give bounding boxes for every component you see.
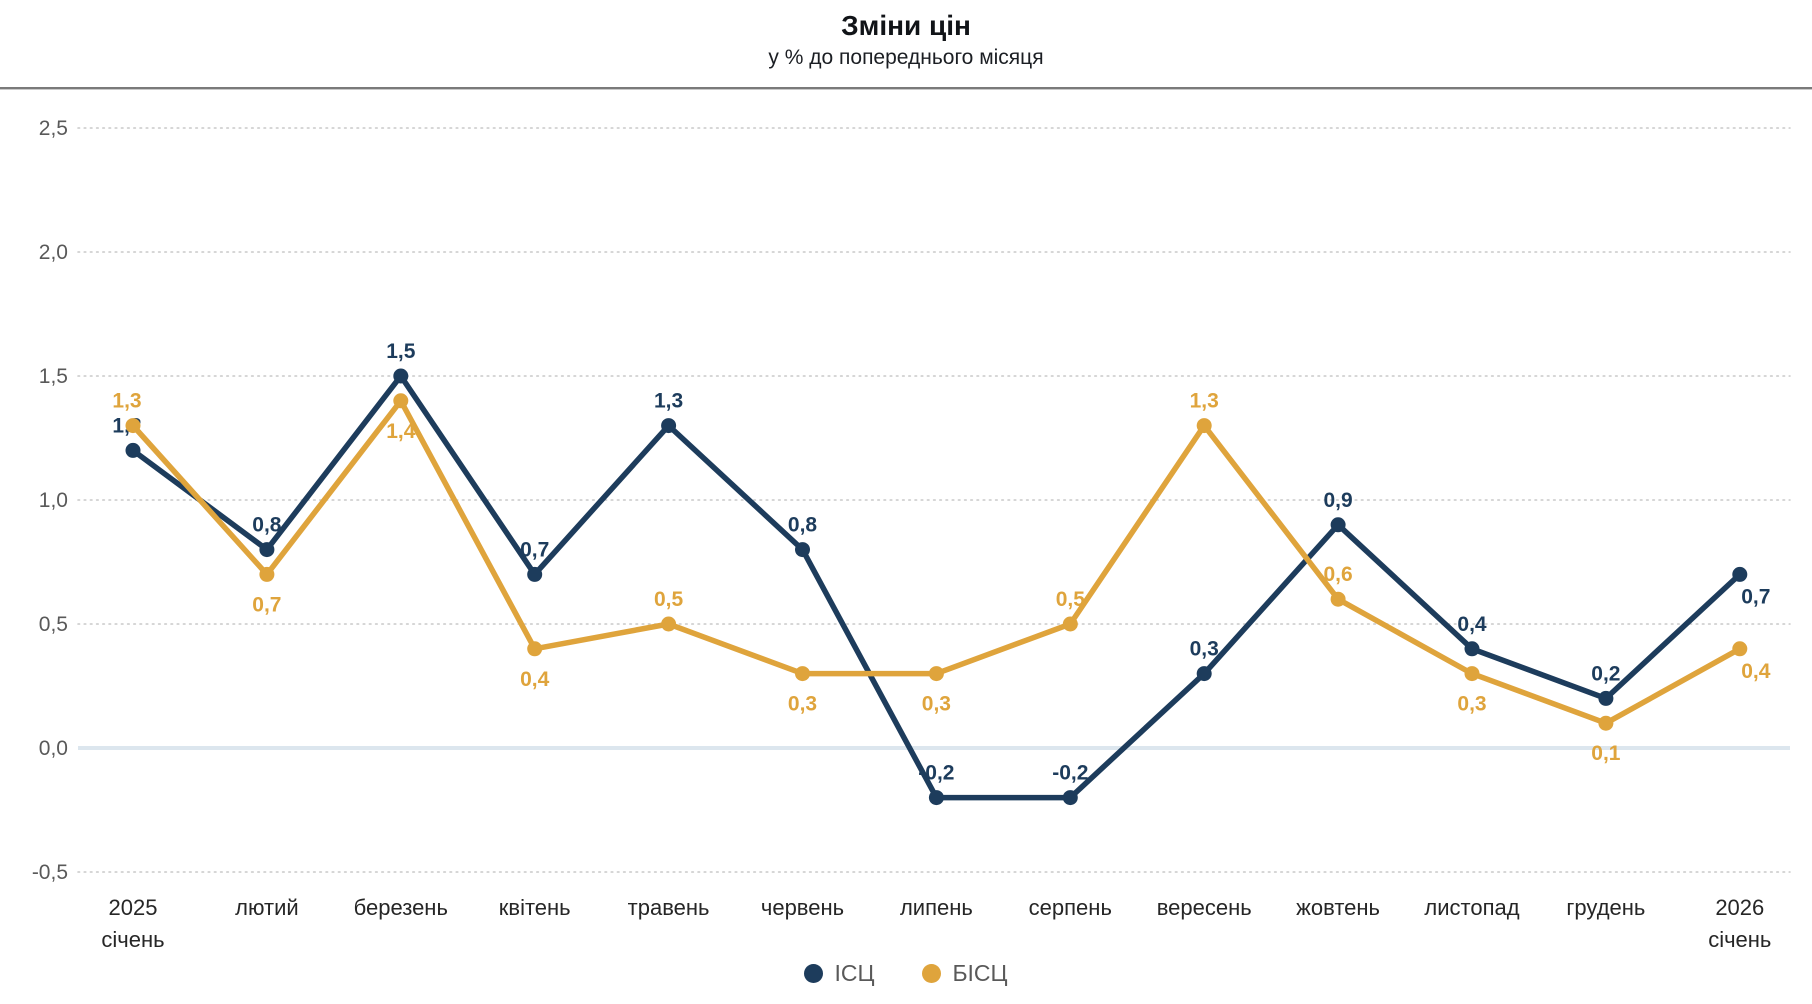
data-point-label-БІСЦ: 0,3 [1457, 693, 1486, 716]
legend-label: БІСЦ [952, 960, 1008, 986]
data-point-label-БІСЦ: 0,1 [1591, 742, 1621, 765]
x-axis-tick-label: грудень [1566, 895, 1645, 920]
x-axis-tick-label: 2025 [109, 895, 158, 920]
data-point-ІСЦ [928, 790, 944, 806]
x-axis-tick-label: березень [354, 895, 448, 920]
data-point-БІСЦ [1598, 715, 1614, 731]
data-point-БІСЦ [259, 566, 275, 582]
x-axis-tick-label: жовтень [1296, 895, 1380, 920]
data-point-label-ІСЦ: 0,7 [520, 538, 549, 561]
data-point-БІСЦ [393, 393, 409, 409]
data-point-label-ІСЦ: 0,8 [252, 514, 282, 537]
chart-title: Зміни цін [841, 10, 971, 41]
data-point-БІСЦ [125, 418, 141, 434]
price-change-line-chart: 2,5 2,0 1,5 1,0 0,5 0,0 -0,5 2025 січень лютий бер… [32, 117, 1791, 952]
x-axis-tick-label: серпень [1029, 895, 1112, 920]
data-point-label-БІСЦ: 0,5 [1056, 588, 1086, 611]
data-point-БІСЦ [1330, 591, 1346, 607]
x-axis-tick-label: листопад [1424, 895, 1519, 920]
data-point-label-ІСЦ: 0,4 [1457, 613, 1487, 636]
y-axis-tick-label: 2,5 [39, 117, 68, 140]
data-point-ІСЦ [1732, 566, 1748, 582]
data-point-label-ІСЦ: 0,2 [1591, 662, 1620, 685]
y-axis-tick-label: 1,5 [39, 365, 68, 388]
x-axis-tick-label: вересень [1157, 895, 1252, 920]
x-axis-tick-label: 2026 [1715, 895, 1764, 920]
y-axis-tick-label: 0,0 [39, 737, 68, 760]
data-point-ІСЦ [527, 566, 543, 582]
data-point-БІСЦ [1464, 666, 1480, 682]
data-point-БІСЦ [527, 641, 543, 657]
data-point-БІСЦ [795, 666, 810, 682]
data-point-label-ІСЦ: 1,5 [386, 340, 416, 363]
data-point-label-БІСЦ: 0,6 [1323, 563, 1352, 586]
data-point-label-БІСЦ: 0,4 [1741, 660, 1771, 683]
data-point-БІСЦ [1062, 616, 1078, 632]
legend-item-БІСЦ: БІСЦ [922, 960, 1008, 987]
data-point-label-БІСЦ: 0,4 [520, 668, 550, 691]
chart-subtitle: у % до попереднього місяця [768, 46, 1044, 69]
x-axis-tick-label: липень [900, 895, 973, 920]
y-axis-tick-label: 2,0 [39, 241, 68, 264]
x-axis-tick-label: січень [1708, 927, 1771, 952]
data-point-label-ІСЦ: 0,9 [1323, 489, 1352, 512]
legend-label: ІСЦ [834, 960, 875, 986]
x-axis-tick-label: січень [101, 927, 164, 952]
data-point-ІСЦ [1598, 690, 1614, 706]
data-point-ІСЦ [1196, 666, 1212, 682]
chart-header: Зміни цін у % до попереднього місяця [0, 0, 1812, 89]
data-point-БІСЦ [661, 616, 677, 632]
chart-legend: ІСЦ БІСЦ [0, 960, 1812, 987]
legend-dot-icon [804, 964, 824, 983]
data-point-label-БІСЦ: 0,7 [252, 593, 281, 616]
data-point-label-ІСЦ: 0,7 [1741, 585, 1770, 608]
data-point-ІСЦ [1062, 790, 1078, 806]
data-point-ІСЦ [259, 542, 275, 558]
data-point-label-ІСЦ: -0,2 [1052, 762, 1088, 785]
y-axis-tick-label: -0,5 [32, 861, 68, 884]
data-point-label-БІСЦ: 1,3 [1190, 390, 1219, 413]
data-point-ІСЦ [661, 418, 677, 434]
data-point-БІСЦ [1196, 418, 1212, 434]
x-axis-tick-label: травень [628, 895, 710, 920]
data-point-label-ІСЦ: 0,8 [788, 514, 818, 537]
data-point-label-БІСЦ: 1,3 [112, 390, 141, 413]
data-point-label-БІСЦ: 0,3 [922, 693, 951, 716]
data-point-label-ІСЦ: -0,2 [918, 762, 954, 785]
data-point-label-БІСЦ: 0,3 [788, 693, 817, 716]
x-axis-tick-label: квітень [499, 895, 571, 920]
data-point-label-ІСЦ: 0,3 [1190, 638, 1219, 661]
data-point-label-ІСЦ: 1,3 [654, 390, 683, 413]
data-point-ІСЦ [1464, 641, 1480, 657]
x-axis-tick-label: лютий [235, 895, 299, 920]
data-point-ІСЦ [795, 542, 810, 558]
data-point-БІСЦ [1732, 641, 1748, 657]
data-point-ІСЦ [125, 442, 141, 458]
legend-dot-icon [922, 964, 942, 983]
y-axis-tick-label: 0,5 [39, 613, 68, 636]
data-point-ІСЦ [393, 368, 409, 384]
data-point-БІСЦ [928, 666, 944, 682]
data-point-label-БІСЦ: 0,5 [654, 588, 684, 611]
y-axis-tick-label: 1,0 [39, 489, 68, 512]
data-point-label-БІСЦ: 1,4 [386, 420, 416, 443]
x-axis-tick-label: червень [761, 895, 844, 920]
data-point-ІСЦ [1330, 517, 1346, 533]
legend-item-ІСЦ: ІСЦ [804, 960, 874, 987]
